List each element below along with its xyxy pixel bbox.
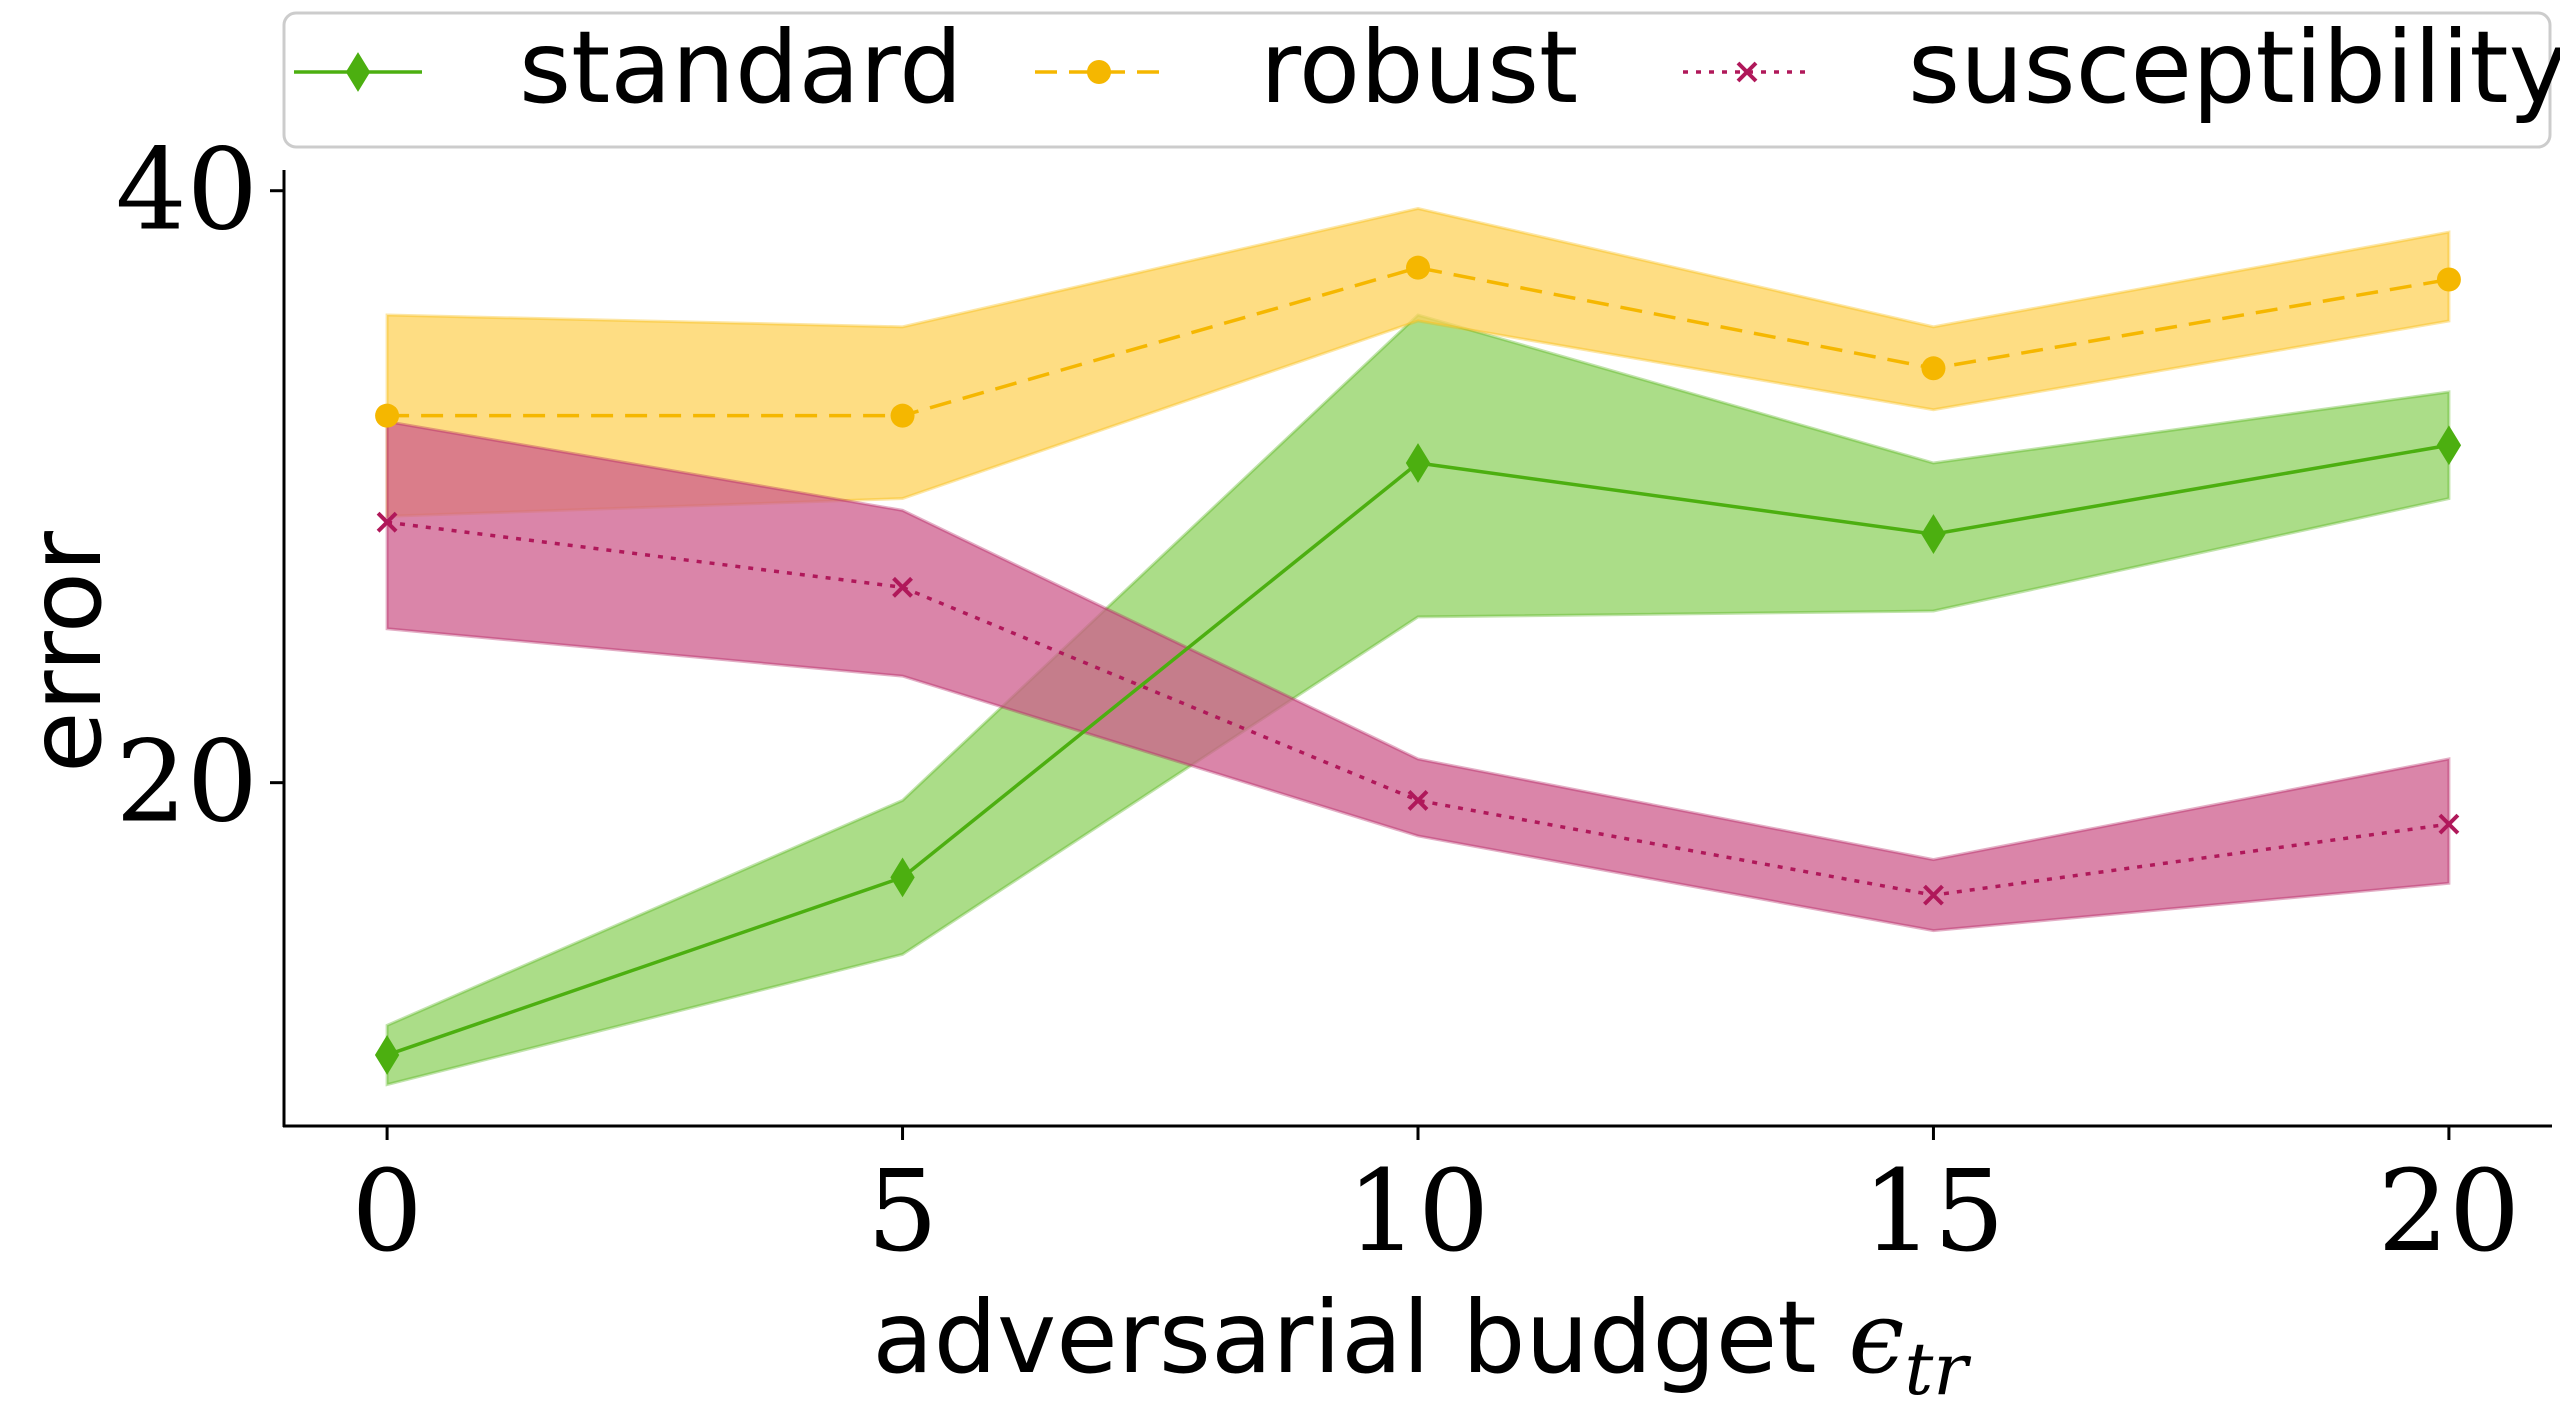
legend-label-standard: standard	[519, 9, 963, 126]
legend-marker-robust	[1087, 60, 1111, 84]
y-axis-label: error	[7, 530, 124, 773]
legend: standard robust susceptibility	[282, 9, 2560, 149]
x-tick-label-20: 20	[2378, 1147, 2521, 1277]
point-standard-4	[2436, 425, 2462, 466]
point-robust-1	[890, 403, 915, 428]
point-standard-2	[1405, 443, 1431, 483]
legend-marker-susceptibility-stroke-b	[1736, 61, 1758, 83]
x-tick-label-10: 10	[1347, 1147, 1490, 1277]
x-axis-label-epsilon: ϵ	[1848, 1279, 1904, 1396]
legend-box	[282, 11, 2552, 149]
line-robust	[387, 265, 2450, 418]
point-robust-4	[2436, 267, 2461, 292]
point-susceptibility-1	[892, 576, 913, 598]
point-standard-0	[374, 1035, 400, 1075]
y-tick-label-20: 20	[115, 718, 258, 848]
x-axis-label: adversarial budget ϵtr	[872, 1279, 1971, 1404]
x-tick-label-15: 15	[1862, 1147, 2005, 1277]
legend-marker-standard	[345, 52, 371, 92]
point-susceptibility-2	[1407, 790, 1429, 811]
point-susceptibility-2-stroke-b	[1407, 790, 1429, 811]
legend-marker-susceptibility	[1736, 61, 1758, 83]
point-susceptibility-3	[1923, 884, 1944, 906]
x-axis-label-subscript: tr	[1904, 1327, 1971, 1404]
point-robust-2	[1406, 255, 1430, 280]
point-standard-1	[890, 857, 915, 898]
confidence-bands	[385, 206, 2451, 1087]
point-susceptibility-3-stroke-b	[1923, 884, 1944, 906]
point-susceptibility-4-stroke-b	[2438, 813, 2460, 835]
legend-label-susceptibility: susceptibility	[1908, 9, 2560, 126]
point-susceptibility-0	[376, 511, 398, 533]
x-axis-ticks: 0 5 10 15 20	[351, 1126, 2520, 1277]
point-robust-3	[1921, 356, 1946, 381]
legend-label-robust: robust	[1260, 9, 1578, 126]
y-tick-label-40: 40	[115, 126, 258, 256]
point-susceptibility-0-stroke-b	[376, 511, 398, 533]
point-susceptibility-4	[2438, 813, 2460, 835]
x-tick-label-0: 0	[351, 1147, 422, 1277]
point-standard-3	[1921, 514, 1946, 554]
point-susceptibility-1-stroke-b	[892, 576, 913, 598]
x-axis-label-text: adversarial budget	[872, 1279, 1848, 1396]
point-robust-0	[375, 403, 400, 428]
band-susceptibility	[385, 419, 2451, 933]
series-markers	[374, 255, 2462, 1075]
x-tick-label-5: 5	[867, 1147, 938, 1277]
